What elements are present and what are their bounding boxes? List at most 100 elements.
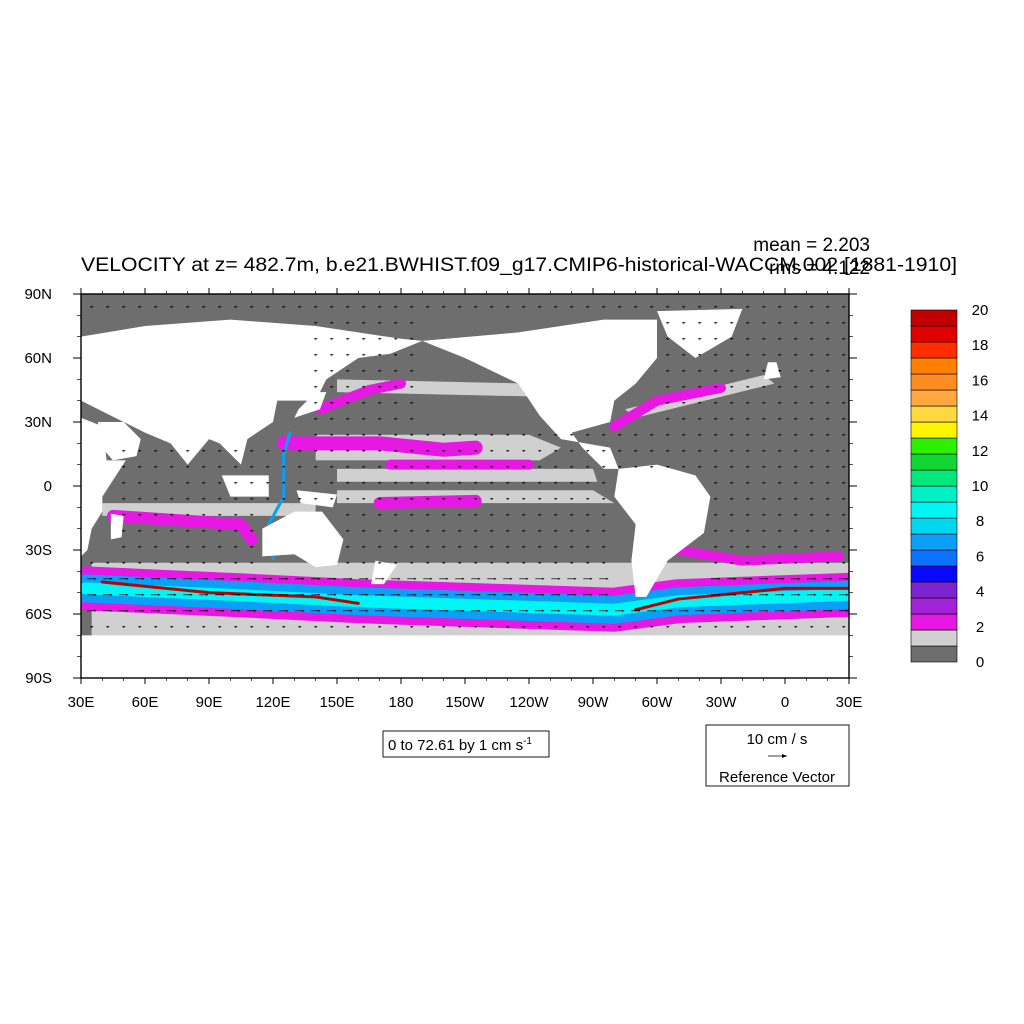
velocity-vector-head [411, 369, 414, 372]
velocity-vector-head [747, 529, 750, 532]
velocity-vector-head [347, 481, 350, 484]
velocity-vector-head [491, 545, 494, 548]
velocity-vector-head [747, 353, 750, 356]
colorbar-label: 14 [972, 408, 989, 425]
velocity-vector-head [731, 481, 734, 484]
velocity-vector-head [574, 577, 577, 580]
land-antarctica [81, 635, 849, 678]
velocity-vector-head [715, 321, 718, 324]
velocity-vector-head [731, 417, 734, 420]
reference-vector-magnitude: 10 cm / s [747, 731, 808, 748]
velocity-vector-head [203, 561, 206, 564]
velocity-vector-head [571, 433, 574, 436]
velocity-vector-head [699, 353, 702, 356]
velocity-vector-head [523, 497, 526, 500]
velocity-vector-head [331, 625, 334, 628]
velocity-vector-head [347, 497, 350, 500]
velocity-vector-head [347, 417, 350, 420]
velocity-vector-head [494, 609, 497, 612]
velocity-vector-head [843, 529, 846, 532]
velocity-vector-head [171, 529, 174, 532]
velocity-vector-head [446, 609, 449, 612]
velocity-vector-head [542, 609, 545, 612]
velocity-vector-head [619, 305, 622, 308]
land-africa [81, 417, 126, 557]
velocity-vector-head [443, 561, 446, 564]
velocity-vector-head [315, 625, 318, 628]
velocity-vector-head [571, 497, 574, 500]
velocity-vector-head [827, 561, 830, 564]
velocity-vector-head [539, 513, 542, 516]
velocity-vector-head [123, 497, 126, 500]
velocity-vector-head [302, 577, 305, 580]
velocity-vector-head [651, 305, 654, 308]
velocity-vector-head [795, 513, 798, 516]
velocity-vector-head [395, 465, 398, 468]
velocity-vector-head [395, 321, 398, 324]
velocity-vector-head [123, 545, 126, 548]
velocity-vector-head [395, 385, 398, 388]
velocity-vector-head [651, 625, 654, 628]
velocity-vector-head [699, 625, 702, 628]
velocity-vector-head [539, 545, 542, 548]
velocity-vector-head [171, 561, 174, 564]
velocity-vector-head [315, 369, 318, 372]
velocity-vector-head [843, 353, 846, 356]
velocity-vector-head [635, 433, 638, 436]
velocity-vector-head [203, 545, 206, 548]
velocity-vector-head [315, 401, 318, 404]
velocity-vector-head [670, 609, 673, 612]
velocity-vector-head [715, 369, 718, 372]
velocity-vector-head [459, 529, 462, 532]
velocity-vector-head [139, 497, 142, 500]
velocity-vector-head [475, 481, 478, 484]
velocity-vector-head [811, 305, 814, 308]
velocity-vector-head [379, 417, 382, 420]
land-uk [763, 362, 781, 380]
velocity-vector-head [478, 609, 481, 612]
velocity-vector-head [235, 449, 238, 452]
velocity-vector-head [203, 529, 206, 532]
velocity-vector-head [539, 433, 542, 436]
velocity-vector-head [795, 417, 798, 420]
velocity-vector-head [715, 337, 718, 340]
velocity-vector-head [587, 497, 590, 500]
velocity-vector-head [827, 449, 830, 452]
velocity-vector-head [590, 609, 593, 612]
velocity-vector-head [571, 529, 574, 532]
velocity-vector-head [766, 577, 769, 580]
velocity-vector-head [187, 545, 190, 548]
velocity-vector-head [347, 625, 350, 628]
land-australia [262, 511, 344, 568]
colorbar-label: 8 [976, 513, 984, 530]
velocity-vector-head [747, 369, 750, 372]
velocity-vector-head [843, 481, 846, 484]
velocity-vector-head [459, 561, 462, 564]
velocity-vector-head [731, 465, 734, 468]
velocity-vector-head [715, 625, 718, 628]
stat-mean: mean = 2.203 [753, 235, 870, 256]
velocity-vector-head [126, 609, 129, 612]
velocity-vector-head [379, 337, 382, 340]
velocity-vector-head [411, 481, 414, 484]
velocity-vector-head [827, 497, 830, 500]
velocity-vector-head [235, 481, 238, 484]
velocity-vector-head [443, 497, 446, 500]
velocity-vector-head [171, 465, 174, 468]
velocity-vector-head [683, 353, 686, 356]
velocity-vector-head [763, 305, 766, 308]
velocity-vector-head [651, 465, 654, 468]
colorbar-label: 2 [976, 619, 984, 636]
velocity-vector-head [299, 449, 302, 452]
velocity-vector-head [683, 337, 686, 340]
velocity-vector-head [222, 609, 225, 612]
velocity-vector-head [510, 577, 513, 580]
velocity-vector-head [667, 337, 670, 340]
velocity-vector-head [222, 593, 225, 596]
velocity-vector-head [219, 561, 222, 564]
velocity-vector-head [779, 561, 782, 564]
velocity-vector-head [315, 433, 318, 436]
x-axis-labels: 30E 60E 90E 120E 150E 180 150W 120W 90W 60W 30W 0 30… [68, 694, 863, 711]
velocity-vector-head [155, 625, 158, 628]
velocity-vector-head [411, 321, 414, 324]
